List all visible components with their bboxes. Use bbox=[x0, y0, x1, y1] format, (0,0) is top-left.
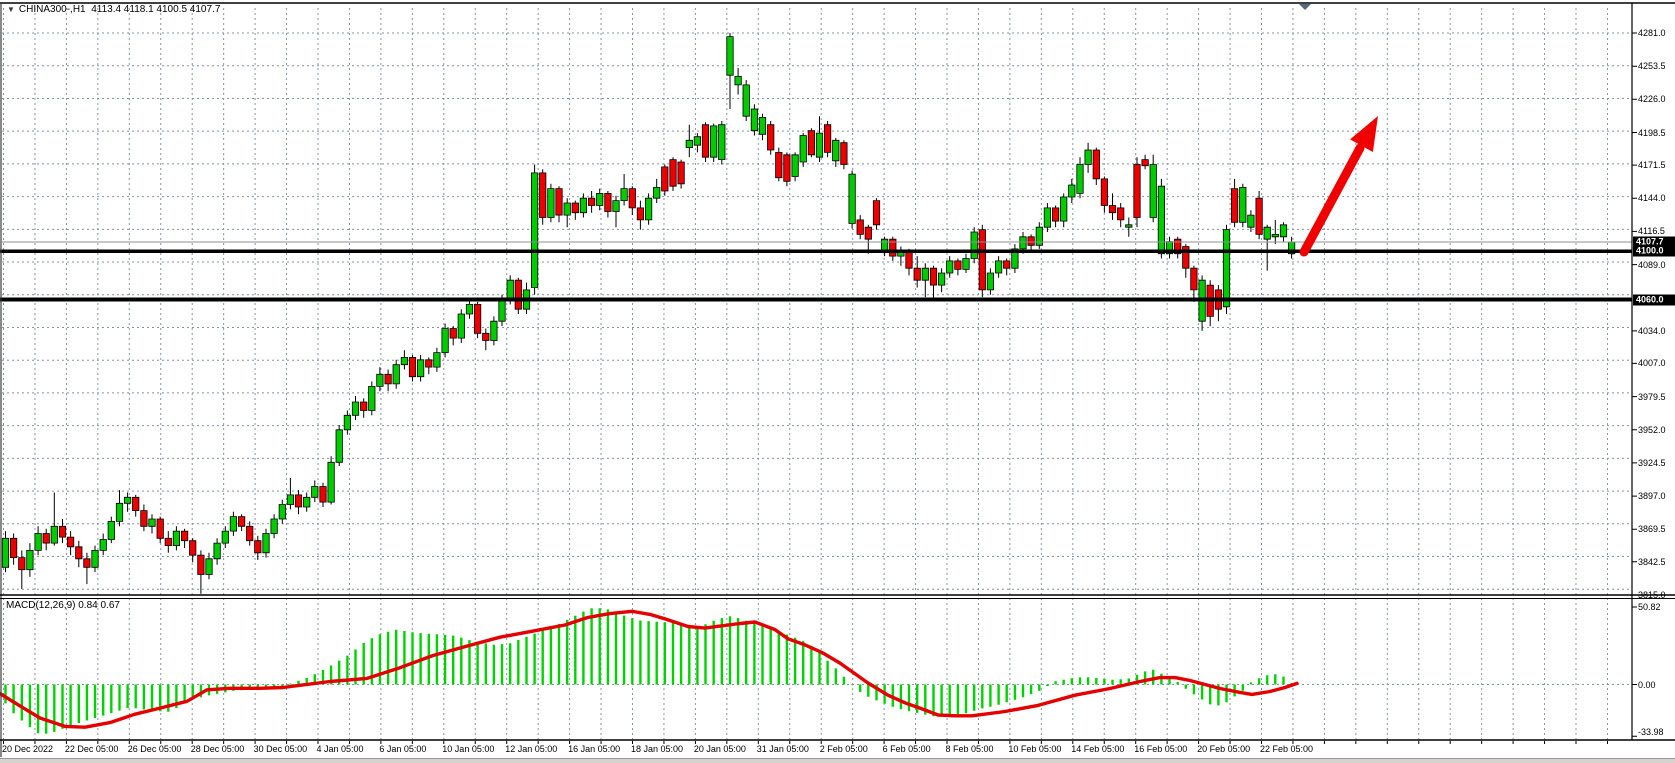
price-axis-label: 4007.0 bbox=[1638, 358, 1666, 369]
price-tag-4060.0: 4060.0 bbox=[1633, 294, 1675, 305]
time-axis-label: 22 Feb 05:00 bbox=[1260, 744, 1314, 754]
time-axis-label: 4 Jan 05:00 bbox=[316, 744, 364, 754]
price-axis-label: 4089.0 bbox=[1638, 259, 1666, 270]
time-axis-label: 6 Feb 05:00 bbox=[882, 744, 931, 754]
time-axis-label: 14 Feb 05:00 bbox=[1071, 744, 1125, 754]
time-axis-label: 10 Feb 05:00 bbox=[1008, 744, 1062, 754]
time-axis-label: 12 Jan 05:00 bbox=[505, 744, 558, 754]
time-axis-label: 20 Feb 05:00 bbox=[1197, 744, 1251, 754]
macd-signal-line bbox=[0, 609, 1299, 729]
price-axis-label: 4253.5 bbox=[1638, 61, 1666, 72]
time-axis-label: 31 Jan 05:00 bbox=[756, 744, 809, 754]
time-axis-label: 20 Jan 05:00 bbox=[693, 744, 746, 754]
price-axis-label: 3924.5 bbox=[1638, 457, 1666, 468]
time-axis-label: 20 Dec 2022 bbox=[2, 744, 54, 754]
time-axis-ticks bbox=[3, 741, 1608, 744]
price-axis-label: 4281.0 bbox=[1638, 28, 1666, 38]
macd-indicator-label: MACD(12,26,9) 0.84 0.67 bbox=[6, 600, 120, 611]
trend-arrow-head bbox=[1350, 116, 1378, 152]
ohlc-readout: 4113.4 4118.1 4100.5 4107.7 bbox=[91, 4, 221, 15]
bull-candles bbox=[1, 36, 1296, 575]
symbol-dropdown-icon[interactable]: ▼ bbox=[7, 5, 15, 14]
price-axis-label: 4171.5 bbox=[1638, 160, 1666, 171]
price-axis-label: 4034.0 bbox=[1638, 325, 1666, 336]
price-axis-label: 3815.0 bbox=[1638, 590, 1666, 600]
time-axis-label: 28 Dec 05:00 bbox=[190, 744, 245, 754]
time-axis-label: 6 Jan 05:00 bbox=[379, 744, 427, 754]
price-tag-4100.0: 4100.0 bbox=[1633, 245, 1675, 257]
price-tag-4107.7: 4107.7 bbox=[1633, 236, 1675, 248]
grid-vertical-lines bbox=[3, 8, 1608, 740]
price-axis-label: 3952.0 bbox=[1638, 424, 1666, 435]
price-axis-label: 4198.5 bbox=[1638, 127, 1666, 138]
price-axis-label: 4226.0 bbox=[1638, 94, 1666, 105]
grid-horizontal-lines bbox=[2, 32, 1632, 590]
price-axis-label: 4144.0 bbox=[1638, 193, 1666, 204]
time-axis-label: 16 Feb 05:00 bbox=[1134, 744, 1188, 754]
macd-histogram bbox=[4, 608, 1293, 734]
time-axis-label: 8 Feb 05:00 bbox=[945, 744, 994, 754]
window-bottom-strip bbox=[0, 758, 1675, 763]
symbol-title: ▼ CHINA300-,H1 4113.4 4118.1 4100.5 4107.… bbox=[7, 4, 220, 15]
chart-shift-marker-icon[interactable] bbox=[1299, 4, 1311, 10]
time-axis-label: 18 Jan 05:00 bbox=[631, 744, 684, 754]
time-axis-label: 22 Dec 05:00 bbox=[64, 744, 119, 754]
candle-wicks bbox=[5, 33, 1293, 594]
time-axis-label: 2 Feb 05:00 bbox=[819, 744, 868, 754]
trend-arrow-up bbox=[1299, 116, 1378, 257]
price-axis-ticks bbox=[1632, 32, 1637, 737]
bear-candles bbox=[10, 124, 1263, 575]
symbol-period-label: CHINA300-,H1 bbox=[18, 4, 86, 15]
price-axis-label: 3842.5 bbox=[1638, 556, 1666, 567]
time-axis-label: 16 Jan 05:00 bbox=[568, 744, 621, 754]
trend-arrow-shaft bbox=[1299, 143, 1365, 257]
macd-axis-label: 50.82 bbox=[1638, 602, 1661, 612]
time-axis-label: 10 Jan 05:00 bbox=[442, 744, 495, 754]
price-axis-label: 3897.0 bbox=[1638, 491, 1666, 502]
macd-axis-label: -33.98 bbox=[1638, 727, 1664, 737]
time-axis-label: 26 Dec 05:00 bbox=[127, 744, 182, 754]
time-axis-label: 30 Dec 05:00 bbox=[253, 744, 308, 754]
price-axis-label: 4116.5 bbox=[1638, 226, 1665, 237]
price-axis-label: 3869.5 bbox=[1638, 524, 1666, 535]
macd-axis-label: 0.00 bbox=[1638, 679, 1656, 690]
price-axis-label: 3979.5 bbox=[1638, 391, 1666, 402]
